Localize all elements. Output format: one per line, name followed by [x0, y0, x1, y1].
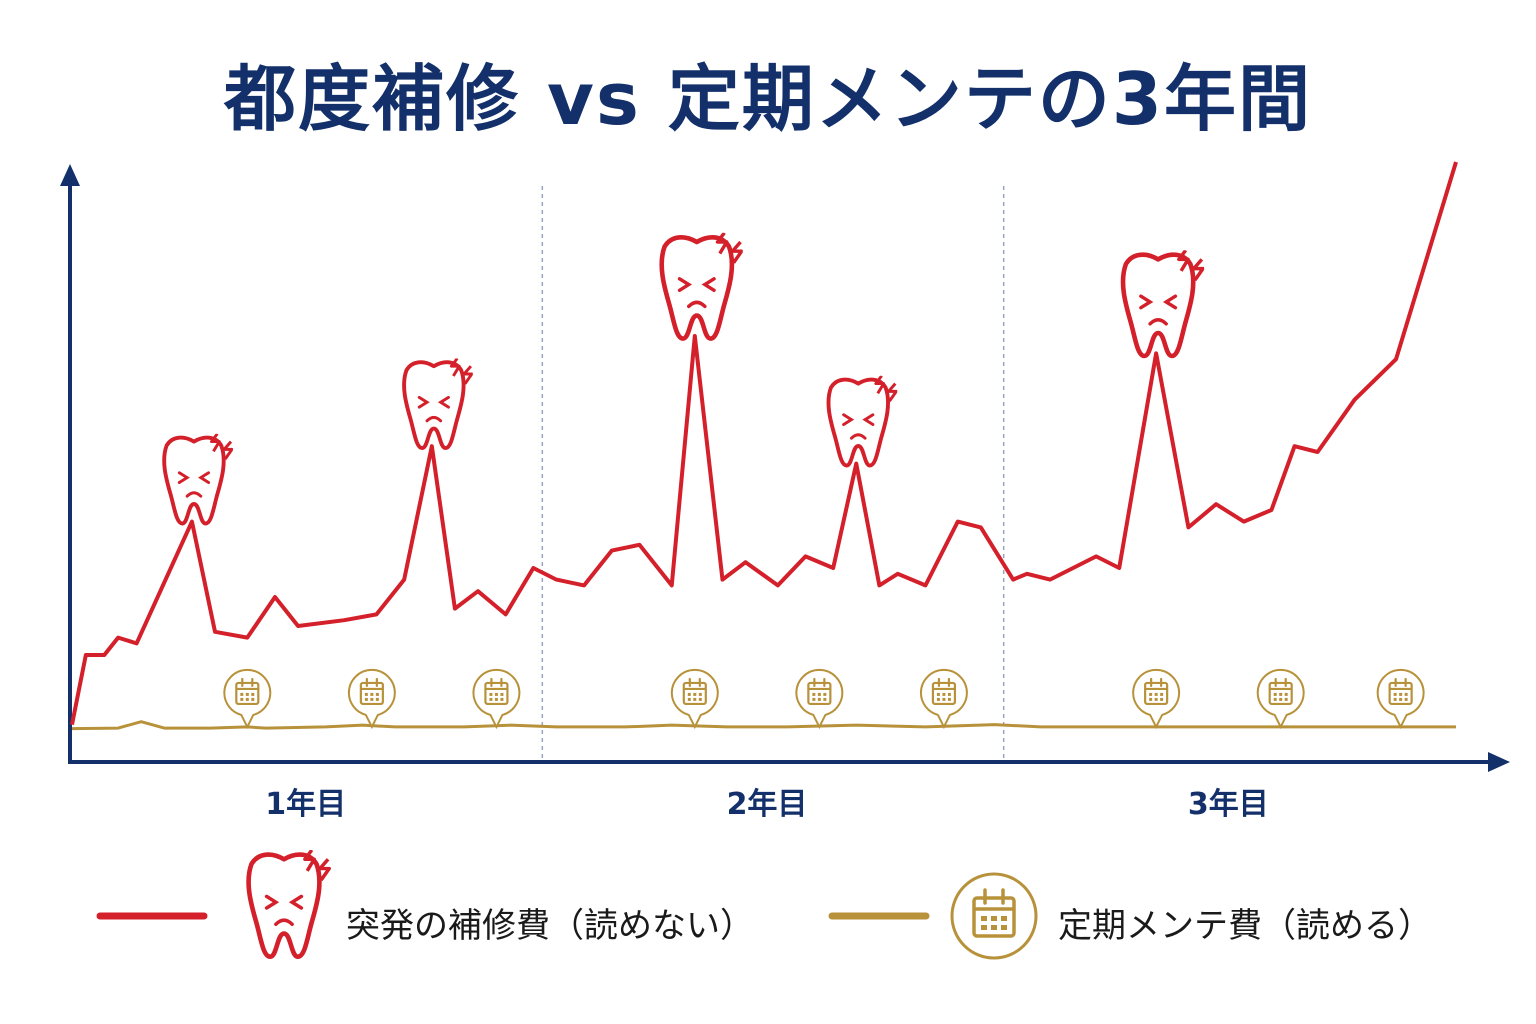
repair-line	[70, 161, 1458, 725]
calendar-icon	[472, 668, 521, 729]
calendar-icon	[347, 668, 396, 729]
calendar-icon	[1376, 668, 1425, 729]
calendar-icon	[1256, 668, 1305, 729]
legend-maintenance-label: 定期メンテ費（読める）	[1058, 906, 1432, 946]
axes	[60, 164, 1510, 772]
x-tick-label: 2年目	[727, 787, 808, 822]
calendar-icon	[919, 668, 969, 729]
legend: 突発の補修費（読めない） 定期メンテ費（読める）	[0, 850, 1536, 980]
chart-title: 都度補修 vs 定期メンテの3年間	[223, 57, 1313, 141]
sad-tooth-icon	[402, 358, 473, 451]
calendar-icon	[795, 668, 844, 729]
calendar-icon	[670, 668, 719, 729]
maintenance-line	[71, 720, 1456, 731]
x-tick-labels: 1年目 2年目 3年目	[265, 787, 1269, 822]
legend-calendar-icon	[950, 872, 1038, 960]
repair-series	[70, 161, 1458, 725]
sad-tooth-icon	[662, 233, 742, 339]
chart-canvas: 1年目 2年目 3年目	[60, 161, 1510, 822]
calendar-icon	[1132, 668, 1181, 729]
x-axis-arrow	[1488, 752, 1510, 772]
y-axis-arrow	[60, 164, 80, 186]
legend-graphics	[96, 850, 1038, 960]
sad-tooth-icon	[826, 375, 898, 468]
sad-tooth-icon	[1123, 250, 1203, 356]
legend-repair-label: 突発の補修費（読めない）	[346, 906, 754, 946]
x-tick-label: 1年目	[265, 787, 346, 822]
calendar-icon	[223, 668, 272, 729]
sad-tooth-icon	[162, 433, 233, 526]
legend-sad-tooth-icon	[249, 850, 330, 957]
maintenance-series	[71, 668, 1456, 731]
x-tick-label: 3年目	[1188, 787, 1269, 822]
